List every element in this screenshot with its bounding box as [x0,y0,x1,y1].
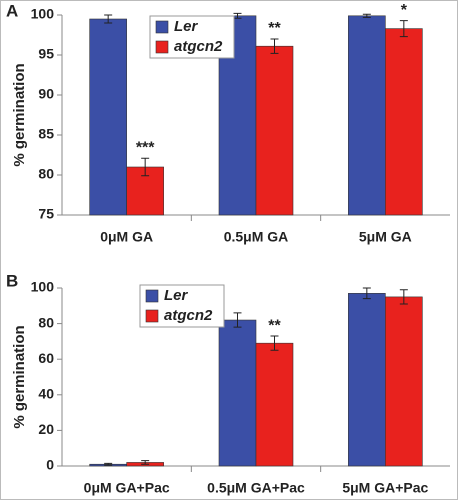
bar [218,319,257,467]
legend-label: atgcn2 [174,38,223,55]
panel-label: A [6,1,18,20]
y-tick-label: 100 [31,279,55,295]
y-tick-label: 85 [38,126,54,142]
x-tick-label: 5μM GA+Pac [342,480,428,496]
significance-label: * [401,2,408,19]
error-bar [399,20,408,38]
error-bar [141,157,150,177]
y-tick-label: 80 [38,166,54,182]
y-axis-label: % germination [11,63,28,166]
y-tick-label: 0 [46,457,54,473]
y-tick-label: 20 [38,421,54,437]
panel-label: B [6,271,18,290]
bar [348,293,386,467]
legend-label: atgcn2 [164,307,213,324]
y-tick-label: 40 [38,386,54,402]
error-bar [104,462,113,466]
error-bar [270,38,279,54]
legend-swatch [145,289,159,303]
legend-label: Ler [174,18,199,35]
y-tick-label: 90 [38,86,54,102]
significance-label: *** [136,139,155,156]
bar [255,342,294,467]
error-bar [233,312,242,328]
significance-label: ** [268,317,281,334]
bar [385,296,423,467]
legend-swatch [155,20,169,34]
y-tick-label: 75 [38,206,54,222]
error-bar [233,12,242,19]
x-tick-label: 0μM GA [100,229,153,245]
error-bar [270,335,279,351]
y-tick-label: 100 [31,6,55,22]
x-tick-label: 0.5μM GA+Pac [207,480,305,496]
y-axis-label: % germination [11,325,28,428]
x-tick-label: 0.5μM GA [224,229,289,245]
legend-swatch [145,309,159,323]
error-bar [399,289,408,305]
x-tick-label: 0μM GA+Pac [84,480,170,496]
legend-swatch [155,40,169,54]
error-bar [141,460,150,465]
error-bar [104,14,113,24]
bar [385,28,423,216]
error-bar [362,287,371,300]
y-tick-label: 60 [38,350,54,366]
error-bar [362,13,371,18]
bar [255,45,294,216]
legend-label: Ler [164,287,189,304]
x-tick-label: 5μM GA [359,229,412,245]
bar [89,18,127,216]
y-tick-label: 95 [38,46,54,62]
bar [348,15,386,216]
y-tick-label: 80 [38,314,54,330]
significance-label: ** [268,20,281,37]
